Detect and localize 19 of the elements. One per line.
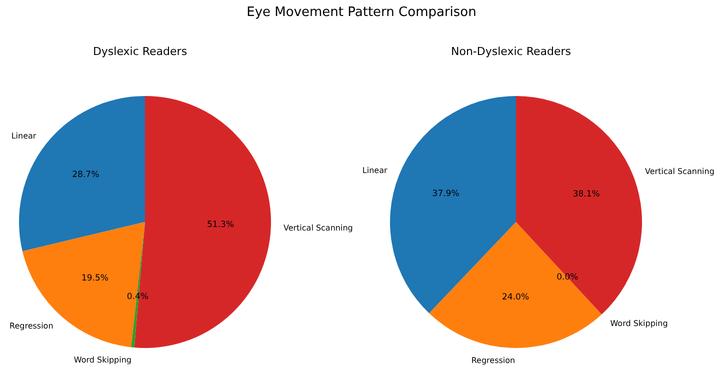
slice-label: Linear (362, 166, 388, 176)
slice-label: Linear (11, 132, 37, 141)
data-label: 51.3% (207, 220, 234, 230)
data-label: 28.7% (72, 170, 100, 180)
data-label: 37.9% (432, 188, 460, 199)
text: 0.0% (556, 272, 578, 282)
text: Eye Movement Pattern Comparison (246, 5, 478, 20)
data-label: 38.1% (572, 189, 600, 200)
slice-label: Vertical Scanning (283, 223, 353, 232)
category-label: Word Skipping (610, 319, 668, 328)
pie-slice (429, 222, 602, 348)
chart-title: Non-Dyslexic Readers (450, 45, 572, 58)
data-label: 19.5% (81, 274, 108, 284)
slice-label: Word Skipping (74, 355, 132, 364)
slice-label: Regression (10, 321, 54, 330)
data-label: 24.0% (502, 292, 530, 303)
chart-title: Dyslexic Readers (92, 45, 188, 58)
slice-label: Vertical Scanning (645, 166, 714, 176)
slice-label: Regression (471, 356, 516, 366)
